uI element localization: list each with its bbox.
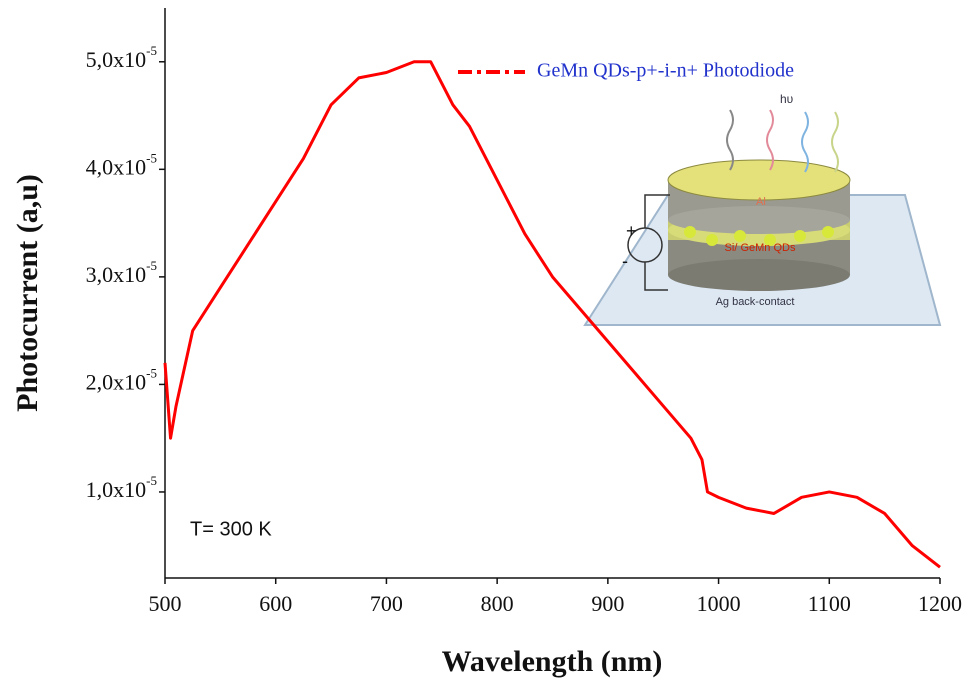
- inset-label: Si/ GeMn QDs: [725, 242, 796, 254]
- x-tick-label: 1000: [697, 591, 741, 616]
- inset-diagram: hυ Al Si/ GeMn QDs Ag back-contact + -: [583, 92, 942, 326]
- y-tick-label: 5,0x10-5: [86, 43, 157, 72]
- inset-label: hυ: [780, 92, 793, 106]
- x-tick-label: 800: [481, 591, 514, 616]
- x-tick-label: 1100: [808, 591, 851, 616]
- annotation: T= 300 K: [190, 518, 272, 540]
- y-tick-label: 1,0x10-5: [86, 473, 157, 502]
- legend-label: GeMn QDs-p+-i-n+ Photodiode: [537, 60, 794, 82]
- y-tick-label: 4,0x10-5: [86, 150, 157, 179]
- x-tick-label: 700: [370, 591, 403, 616]
- y-axis-title: Photocurrent (a,u): [11, 174, 44, 412]
- x-tick-label: 500: [149, 591, 182, 616]
- inset-label: Al: [756, 196, 766, 208]
- y-tick-label: 3,0x10-5: [86, 258, 157, 287]
- inset-label: -: [622, 251, 628, 271]
- inset-label: Ag back-contact: [716, 296, 795, 308]
- data-line: [163, 60, 941, 569]
- x-tick-label: 600: [259, 591, 292, 616]
- x-tick-label: 900: [591, 591, 624, 616]
- x-tick-label: 1200: [918, 591, 962, 616]
- x-axis-title: Wavelength (nm): [442, 645, 663, 678]
- inset-label: +: [626, 221, 637, 241]
- y-tick-label: 2,0x10-5: [86, 365, 157, 394]
